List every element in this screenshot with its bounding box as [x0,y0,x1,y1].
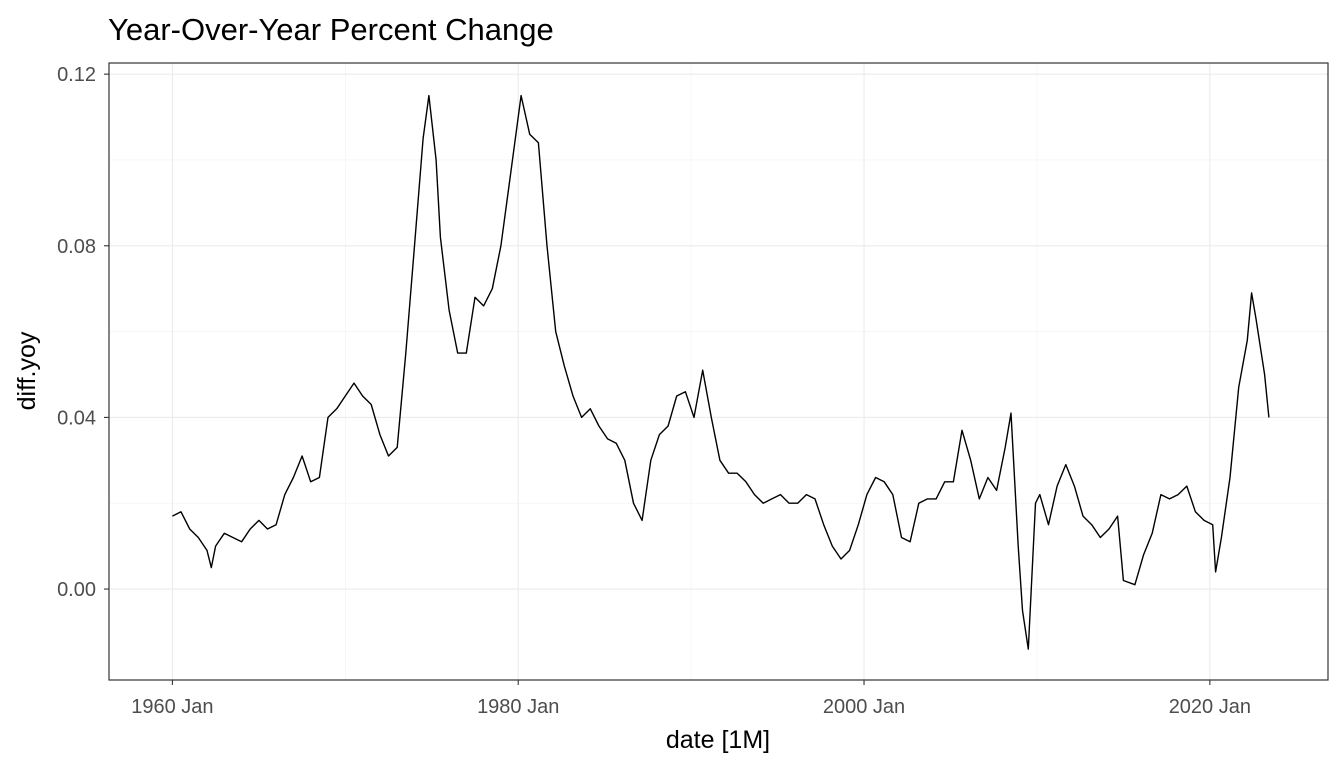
x-tick-label: 2000 Jan [823,696,905,718]
series-line [172,94,1270,650]
chart-title: Year-Over-Year Percent Change [108,12,554,47]
y-tick-label: 0.12 [57,64,96,86]
x-tick-label: 2020 Jan [1169,696,1251,718]
plot-panel [109,63,1328,680]
x-axis: 1960 Jan 1980 Jan 2000 Jan 2020 Jan [131,680,1251,718]
y-axis-title: diff.yoy [13,331,41,410]
minor-grid [109,63,1328,680]
x-tick-label: 1960 Jan [131,696,213,718]
y-tick-label: 0.08 [57,236,96,258]
y-axis: 0.00 0.04 0.08 0.12 [57,64,109,601]
y-tick-label: 0.04 [57,407,96,429]
y-tick-label: 0.00 [57,579,96,601]
major-grid [109,63,1328,680]
x-tick-label: 1980 Jan [477,696,559,718]
x-axis-title: date [1M] [666,726,770,754]
panel-border [108,62,1329,681]
